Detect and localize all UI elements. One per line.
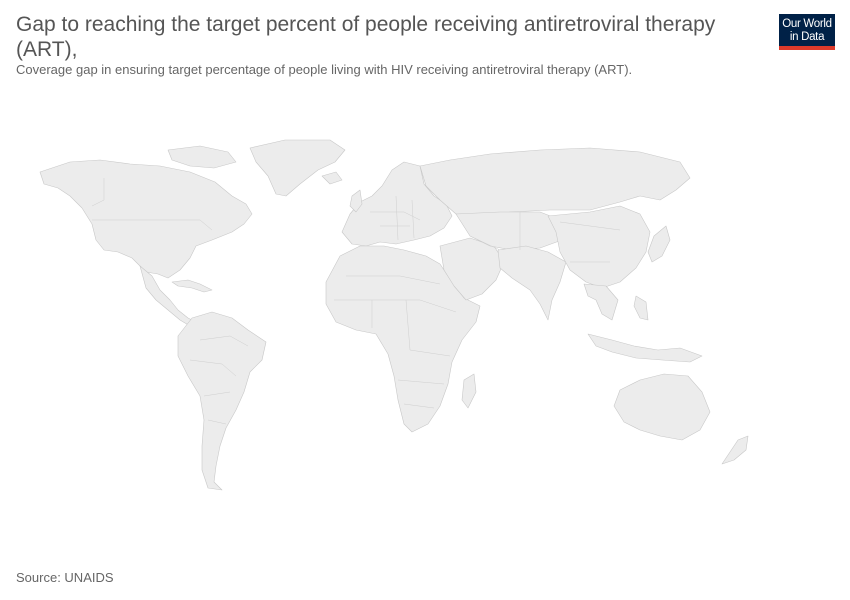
border-asia bbox=[469, 212, 621, 263]
region-north-america[interactable] bbox=[39, 159, 253, 279]
region-indonesia[interactable] bbox=[587, 333, 703, 363]
region-australia[interactable] bbox=[613, 373, 711, 441]
region-philippines[interactable] bbox=[633, 295, 649, 321]
border-south-america bbox=[189, 335, 249, 425]
region-caribbean[interactable] bbox=[171, 279, 213, 293]
source-note: Source: UNAIDS bbox=[16, 570, 114, 585]
region-iceland[interactable] bbox=[321, 171, 343, 185]
logo-line-1: Our World bbox=[782, 18, 832, 30]
border-europe bbox=[370, 195, 421, 241]
chart-title: Gap to reaching the target percent of pe… bbox=[16, 13, 716, 61]
owid-logo[interactable]: Our World in Data bbox=[779, 14, 835, 50]
region-south-asia[interactable] bbox=[497, 245, 567, 321]
chart-subtitle: Coverage gap in ensuring target percenta… bbox=[16, 62, 633, 77]
region-southeast-asia[interactable] bbox=[583, 283, 619, 321]
region-japan[interactable] bbox=[647, 225, 671, 263]
region-east-asia[interactable] bbox=[547, 205, 651, 289]
region-africa[interactable] bbox=[325, 245, 481, 433]
logo-line-2: in Data bbox=[789, 31, 825, 43]
region-russia[interactable] bbox=[419, 147, 691, 219]
world-map[interactable] bbox=[0, 100, 850, 560]
region-new-zealand[interactable] bbox=[721, 435, 749, 465]
region-greenland[interactable] bbox=[249, 139, 346, 197]
region-madagascar[interactable] bbox=[461, 373, 477, 409]
region-south-america[interactable] bbox=[177, 311, 267, 491]
region-arctic-islands[interactable] bbox=[167, 145, 237, 169]
region-uk[interactable] bbox=[349, 189, 363, 213]
logo-accent-bar bbox=[779, 46, 835, 50]
border-africa bbox=[334, 275, 457, 409]
border-us-canada bbox=[91, 178, 213, 231]
